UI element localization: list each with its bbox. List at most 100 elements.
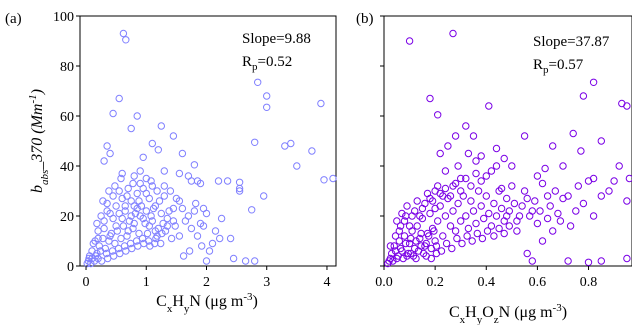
data-point [543,214,552,223]
data-point [293,162,301,170]
x-tick-label: 0.6 [529,275,547,290]
data-point [505,222,513,230]
axis-label-part: x [460,314,466,325]
panel-a-points [83,29,337,268]
data-point [418,214,427,223]
data-point [417,229,425,238]
data-point [196,219,205,228]
data-point [492,212,501,220]
data-point [472,157,480,165]
panel-b-rp-text: Rp=0.57 [533,57,584,76]
data-point [190,161,199,169]
data-point [485,209,493,218]
data-point [167,234,176,243]
data-point [142,189,151,198]
data-point [129,179,137,188]
data-point [105,237,113,245]
data-point [308,147,316,155]
data-point [317,99,325,108]
data-point [497,204,506,213]
data-point [112,202,120,210]
data-point [112,222,120,230]
data-point [549,227,557,235]
data-point [556,217,565,225]
data-point [528,257,536,265]
data-point [462,122,470,130]
data-point [463,232,471,240]
panel-b-x-axis: 0.0 0.2 0.4 0.6 0.8 [375,266,597,290]
data-point [160,182,169,190]
data-point [449,182,457,190]
data-point [441,212,450,220]
data-point [109,214,117,223]
data-point [446,222,455,230]
data-point [523,194,531,203]
data-point [320,176,328,184]
data-point [133,112,141,120]
data-point [589,212,598,220]
panel-a-label: (a) [5,11,22,27]
data-point [508,182,516,190]
data-point [126,239,135,248]
data-point [405,239,414,248]
data-point [500,229,508,238]
data-point [241,257,250,265]
data-point [124,184,132,193]
data-point [107,229,116,238]
axis-label-part: -3 [243,291,253,303]
data-point [128,244,136,253]
axis-label-part: _370 (Mm [29,104,46,171]
data-point [187,177,196,185]
data-point [109,192,117,200]
data-point [329,174,337,183]
data-point [554,209,562,218]
data-point [417,242,425,250]
data-point [490,199,498,208]
data-point [386,254,395,263]
data-point [416,234,424,243]
data-point [193,232,202,240]
data-point [98,257,106,265]
axis-label-part: -1 [27,94,39,103]
data-point [457,187,465,195]
axis-label-part: C [156,293,167,310]
data-point [102,249,111,258]
data-point [577,147,585,155]
data-point [111,239,119,248]
data-point [569,129,577,138]
data-point [480,214,488,223]
data-point [211,227,220,235]
data-point [412,237,420,245]
data-point [500,217,508,225]
y-tick-label: 80 [60,60,74,75]
data-point [103,142,111,150]
data-point [508,162,516,170]
x-tick-label: 0 [83,275,90,290]
data-point [226,234,235,243]
data-point [235,178,244,187]
data-point [518,202,526,210]
data-point [428,197,437,205]
data-point [407,249,415,258]
y-tick-label: 60 [60,110,74,125]
data-point [472,219,480,228]
data-point [403,202,411,210]
data-point [402,212,410,220]
data-point [139,153,147,162]
data-point [94,227,102,235]
data-point [92,252,100,260]
data-point [434,217,442,225]
data-point [408,212,416,220]
axis-label-part: N [189,293,201,310]
data-point [485,102,493,110]
panel-a-slope-text: Slope=9.88 [242,31,311,47]
panel-b-plot-frame [383,15,632,267]
panel-a-x-axis: 0 1 2 3 4 [83,266,330,290]
data-point [472,169,480,178]
data-point [462,212,470,220]
data-point [391,232,400,240]
data-point [179,252,188,260]
data-point [442,239,451,248]
data-point [538,237,547,245]
data-point [129,224,137,233]
